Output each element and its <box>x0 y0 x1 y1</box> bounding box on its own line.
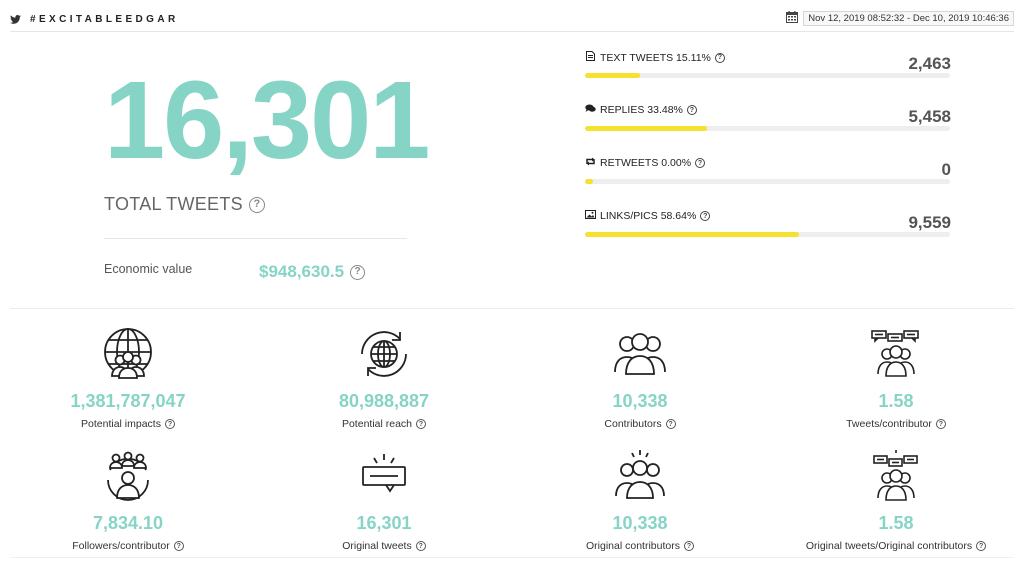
date-range-text[interactable]: Nov 12, 2019 08:52:32 - Dec 10, 2019 10:… <box>803 10 1014 26</box>
metric-contributors: 10,338 Contributors? <box>512 328 768 432</box>
metric-label: Followers/contributor <box>72 540 170 552</box>
group-chat-icon <box>768 328 1024 385</box>
metric-original-contributors: 10,338 Original contributors? <box>512 450 768 554</box>
group-spark-icon <box>512 450 768 507</box>
stat-value: 5,458 <box>908 107 951 126</box>
help-icon[interactable]: ? <box>695 158 706 168</box>
progress-fill <box>585 73 641 78</box>
metric-followers-per-contributor: 7,834.10 Followers/contributor? <box>0 450 256 554</box>
help-icon[interactable]: ? <box>164 419 175 429</box>
progress-track <box>585 126 950 131</box>
image-icon <box>585 210 596 222</box>
total-tweets-value: 16,301 <box>104 59 430 182</box>
metric-tweets-per-contributor: 1.58 Tweets/contributor? <box>768 328 1024 432</box>
economic-value-amount: $948,630.5 <box>259 262 345 281</box>
section-divider <box>10 308 1014 309</box>
economic-value: $948,630.5 ? <box>259 262 366 282</box>
globe-refresh-icon <box>256 328 512 385</box>
help-icon[interactable]: ? <box>935 419 946 429</box>
progress-track <box>585 73 950 78</box>
metric-label: Potential reach <box>341 418 413 430</box>
stat-label: RETWEETS 0.00% <box>600 157 692 169</box>
document-icon <box>585 51 596 64</box>
stat-label: LINKS/PICS 58.64% <box>600 210 697 222</box>
hashtag-text: #EXCITABLEEDGAR <box>30 14 179 25</box>
stat-value: 9,559 <box>908 213 951 232</box>
help-icon[interactable]: ? <box>714 52 725 63</box>
metric-potential-impacts: 1,381,787,047 Potential impacts? <box>0 328 256 432</box>
stat-value: 2,463 <box>908 54 951 73</box>
help-icon[interactable]: ? <box>350 264 366 280</box>
hashtag-title: #EXCITABLEEDGAR <box>10 14 179 25</box>
help-icon[interactable]: ? <box>173 541 184 551</box>
calendar-icon[interactable] <box>786 10 799 26</box>
metric-value: 16,301 <box>356 513 412 533</box>
bottom-divider <box>10 557 1014 558</box>
help-icon[interactable]: ? <box>976 541 987 551</box>
metric-value: 7,834.10 <box>92 513 164 533</box>
progress-fill <box>585 179 593 184</box>
total-tweets-text: TOTAL TWEETS <box>104 194 243 214</box>
stat-retweets: RETWEETS 0.00% ? 0 <box>585 157 951 197</box>
metric-value: 80,988,887 <box>338 391 430 411</box>
stat-label: TEXT TWEETS 15.11% <box>600 51 711 64</box>
economic-value-label: Economic value <box>104 262 193 276</box>
speech-bubbles-icon <box>585 104 596 116</box>
metric-label: Original tweets <box>342 540 412 552</box>
date-range-picker[interactable]: Nov 12, 2019 08:52:32 - Dec 10, 2019 10:… <box>786 10 1014 26</box>
metric-label: Original contributors <box>586 540 680 552</box>
stat-label: REPLIES 33.48% <box>600 104 683 116</box>
stat-links-pics: LINKS/PICS 58.64% ? 9,559 <box>585 210 951 250</box>
help-icon[interactable]: ? <box>665 419 676 429</box>
progress-track <box>585 232 950 237</box>
metric-label: Original tweets/Original contributors <box>805 540 973 552</box>
stat-value: 0 <box>941 160 951 179</box>
group-icon <box>512 328 768 385</box>
metric-potential-reach: 80,988,887 Potential reach? <box>256 328 512 432</box>
metric-value: 1.58 <box>878 391 914 411</box>
header-bar: #EXCITABLEEDGAR Nov 12, 2019 08:52:32 - … <box>10 8 1014 32</box>
help-icon[interactable]: ? <box>248 196 265 213</box>
metric-original-tweets: 16,301 Original tweets? <box>256 450 512 554</box>
help-icon[interactable]: ? <box>683 541 694 551</box>
stat-text-tweets: TEXT TWEETS 15.11% ? 2,463 <box>585 51 951 91</box>
group-chat-spark-icon <box>768 450 1024 507</box>
metric-value: 1,381,787,047 <box>70 391 186 411</box>
help-icon[interactable]: ? <box>686 105 697 115</box>
metric-original-tweets-per-original-contributor: 1.58 Original tweets/Original contributo… <box>768 450 1024 554</box>
message-spark-icon <box>256 450 512 507</box>
progress-track <box>585 179 950 184</box>
retweet-icon <box>585 157 596 169</box>
metric-label: Contributors <box>604 418 662 430</box>
help-icon[interactable]: ? <box>700 211 711 221</box>
progress-fill <box>585 232 800 237</box>
help-icon[interactable]: ? <box>415 541 426 551</box>
network-people-icon <box>0 450 256 507</box>
globe-people-icon <box>0 328 256 385</box>
metric-value: 10,338 <box>612 391 668 411</box>
progress-fill <box>585 126 708 131</box>
metric-value: 10,338 <box>612 513 668 533</box>
stat-replies: REPLIES 33.48% ? 5,458 <box>585 104 951 144</box>
total-tweets-label: TOTAL TWEETS ? <box>104 194 265 215</box>
metric-value: 1.58 <box>878 513 914 533</box>
divider <box>104 238 407 239</box>
help-icon[interactable]: ? <box>416 419 427 429</box>
twitter-icon <box>10 15 21 24</box>
metric-label: Potential impacts <box>81 418 161 430</box>
metric-label: Tweets/contributor <box>846 418 932 430</box>
